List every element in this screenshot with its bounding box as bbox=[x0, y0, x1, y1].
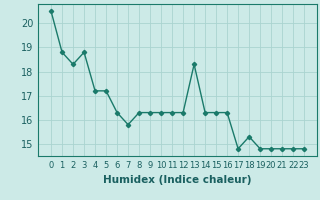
X-axis label: Humidex (Indice chaleur): Humidex (Indice chaleur) bbox=[103, 175, 252, 185]
